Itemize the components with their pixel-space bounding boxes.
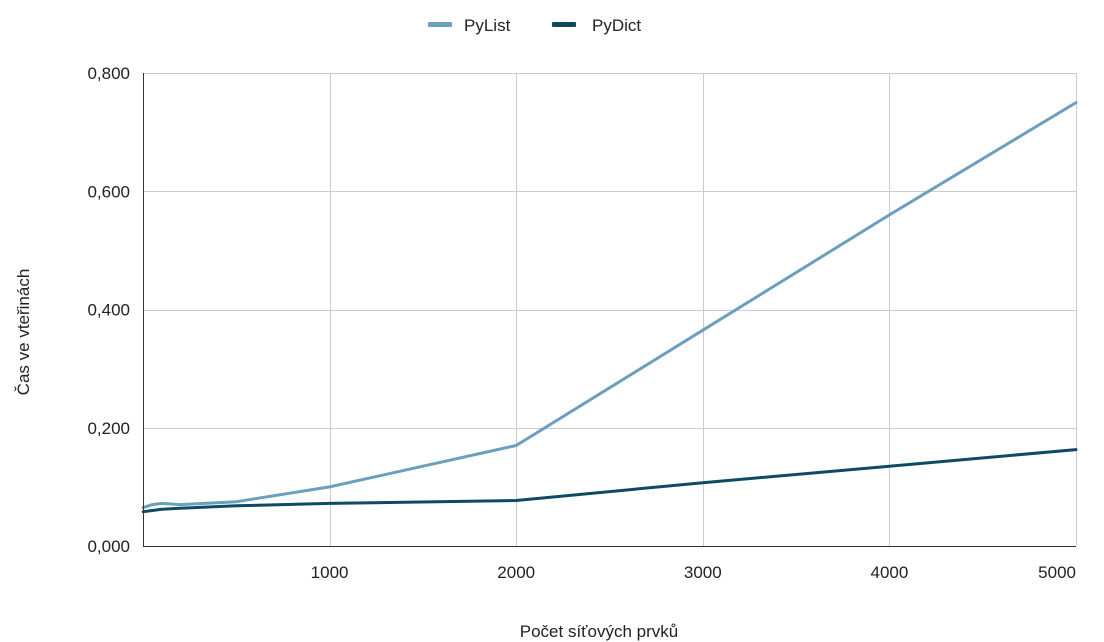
- legend-swatch-pydict: [552, 22, 576, 27]
- axes: 0,000 0,200 0,400 0,600 0,800 1000 2000 3000 400…: [87, 64, 1076, 582]
- y-tick-label: 0,400: [87, 301, 130, 320]
- x-tick-label: 1000: [311, 563, 349, 582]
- legend-swatch-pylist: [428, 22, 452, 27]
- y-tick-label: 0,200: [87, 419, 130, 438]
- x-tick-label: 2000: [497, 563, 535, 582]
- series-line-pydict: [141, 448, 1078, 514]
- y-tick-label: 0,800: [87, 64, 130, 83]
- legend-label-pydict: PyDict: [592, 16, 641, 35]
- y-tick-label: 0,000: [87, 537, 130, 556]
- grid: [143, 73, 1077, 546]
- x-tick-label: 4000: [870, 563, 908, 582]
- series-lines: [141, 101, 1078, 514]
- x-tick-label: 5000: [1038, 563, 1076, 582]
- x-axis-title: Počet síťových prvků: [520, 622, 679, 641]
- y-axis-title: Čas ve vteřinách: [14, 269, 33, 396]
- series-line-pylist: [141, 101, 1078, 510]
- y-tick-label: 0,600: [87, 182, 130, 201]
- legend: PyList PyDict: [428, 16, 641, 35]
- x-tick-label: 3000: [684, 563, 722, 582]
- legend-label-pylist: PyList: [464, 16, 511, 35]
